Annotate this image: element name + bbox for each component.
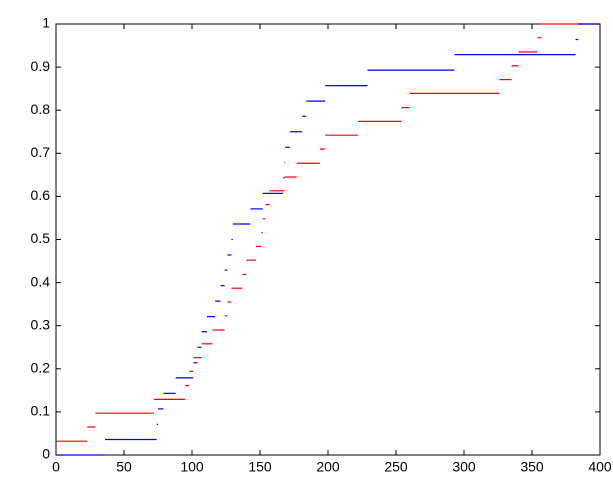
x-tick-label: 250 <box>384 459 408 475</box>
y-tick-label: 0.8 <box>31 101 51 117</box>
x-tick-label: 150 <box>248 459 272 475</box>
x-tick-label: 350 <box>520 459 544 475</box>
y-tick-label: 0.6 <box>31 187 51 203</box>
x-tick-label: 50 <box>116 459 132 475</box>
y-tick-label: 0.1 <box>31 403 51 419</box>
x-tick-label: 0 <box>52 459 60 475</box>
y-tick-label: 0.5 <box>31 230 51 246</box>
x-tick-label: 200 <box>316 459 340 475</box>
plot-frame <box>55 23 601 456</box>
x-tick-label: 100 <box>180 459 204 475</box>
y-tick-label: 0.9 <box>31 58 51 74</box>
x-tick-label: 400 <box>588 459 612 475</box>
y-tick-label: 0 <box>42 446 50 462</box>
y-tick-label: 0.7 <box>31 144 51 160</box>
y-tick-label: 1 <box>42 15 50 31</box>
y-tick-label: 0.3 <box>31 316 51 332</box>
y-tick-label: 0.2 <box>31 360 51 376</box>
x-tick-label: 300 <box>452 459 476 475</box>
y-tick-label: 0.4 <box>31 273 51 289</box>
